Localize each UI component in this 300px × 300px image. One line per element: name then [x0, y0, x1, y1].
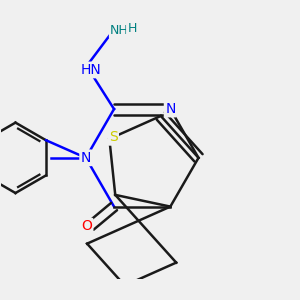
Text: HN: HN	[80, 63, 101, 77]
Text: S: S	[109, 130, 118, 144]
Text: O: O	[81, 219, 92, 233]
Text: NH: NH	[110, 24, 129, 37]
Text: N: N	[81, 151, 91, 165]
Text: H: H	[127, 22, 137, 35]
Text: N: N	[165, 102, 175, 116]
